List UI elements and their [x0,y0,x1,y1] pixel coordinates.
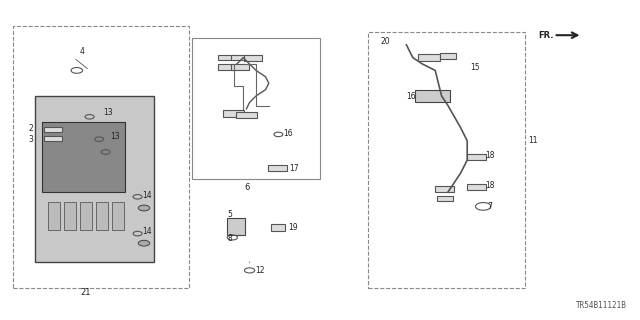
Bar [231,64,249,70]
Text: 12: 12 [255,266,264,275]
Circle shape [138,240,150,246]
Text: 4: 4 [80,47,85,56]
Bar [80,202,92,230]
Text: 7: 7 [488,202,493,211]
Text: 3: 3 [29,135,34,144]
Bar [44,136,62,141]
Polygon shape [35,96,154,262]
Bar [440,53,456,59]
Bar [418,54,440,61]
Bar [236,112,257,118]
Bar [435,186,454,192]
Text: 14: 14 [142,228,152,236]
Text: 19: 19 [288,223,298,232]
Text: FR.: FR. [538,31,554,40]
Text: 8: 8 [227,234,232,243]
Text: 16: 16 [406,92,416,100]
Text: 15: 15 [470,63,480,72]
Circle shape [138,205,150,211]
Text: 17: 17 [289,164,299,172]
Bar [467,184,486,190]
Text: 21: 21 [80,288,90,297]
Text: 18: 18 [485,151,495,160]
Bar [231,55,249,60]
Bar [368,32,525,288]
Bar [192,38,320,179]
Text: 13: 13 [104,108,113,116]
Bar [467,154,486,160]
Bar [112,202,124,230]
Text: 14: 14 [142,191,152,200]
Text: TR54B11121B: TR54B11121B [577,301,627,310]
Bar [227,218,245,235]
Text: 2: 2 [29,124,33,132]
Bar [13,26,189,288]
Text: 20: 20 [381,37,390,46]
Text: 18: 18 [485,181,495,190]
Bar [223,110,244,117]
Text: 13: 13 [110,132,120,140]
Bar [96,202,108,230]
Bar [44,127,62,132]
Text: 5: 5 [227,210,232,219]
Bar [268,165,287,171]
Text: 11: 11 [528,136,538,145]
Bar [271,224,285,231]
Bar [48,202,60,230]
Bar [64,202,76,230]
Text: 6: 6 [244,183,250,192]
Bar [218,64,236,70]
Bar [415,90,450,102]
Bar [437,196,453,201]
Bar [218,55,236,60]
Text: 16: 16 [283,129,292,138]
Bar [42,122,125,192]
Bar [244,55,262,61]
